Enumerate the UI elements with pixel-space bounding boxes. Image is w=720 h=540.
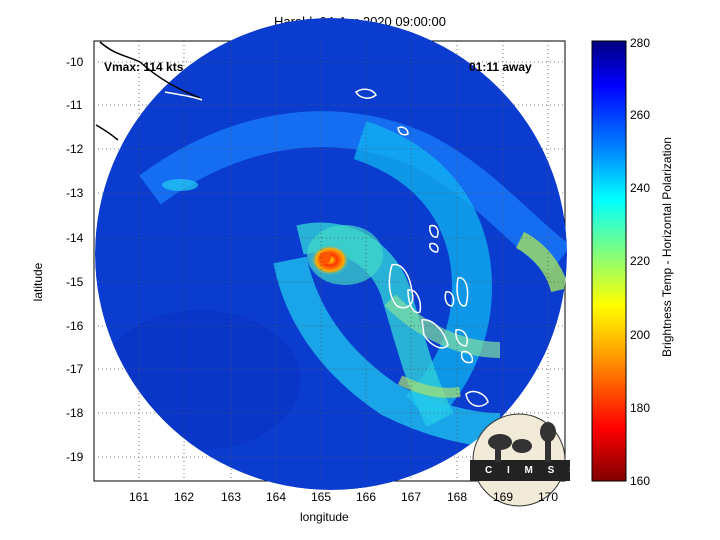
time-away-annotation: 01:11 away xyxy=(469,60,532,74)
x-axis-label: longitude xyxy=(300,510,349,524)
x-tick-label: 166 xyxy=(355,490,377,504)
x-tick-label: 163 xyxy=(220,490,242,504)
y-tick-label: -17 xyxy=(66,362,84,376)
colorbar-tick-label: 220 xyxy=(630,254,651,268)
gridlines xyxy=(94,41,565,481)
coastlines xyxy=(95,41,489,407)
y-tick-label: -16 xyxy=(66,319,84,333)
colorbar xyxy=(591,40,627,482)
x-tick-label: 165 xyxy=(310,490,332,504)
y-tick-label: -19 xyxy=(66,450,84,464)
colorbar-tick-label: 280 xyxy=(630,36,651,50)
y-axis-label: latitude xyxy=(31,262,45,302)
y-tick-label: -12 xyxy=(66,142,84,156)
logo-text: C I M S S xyxy=(485,465,582,476)
vmax-annotation: Vmax: 114 kts xyxy=(104,60,184,74)
x-tick-label: 169 xyxy=(492,490,514,504)
x-tick-label: 170 xyxy=(537,490,559,504)
brightness-temperature-swath xyxy=(95,18,567,490)
colorbar-tick-label: 260 xyxy=(630,108,651,122)
x-tick-label: 168 xyxy=(446,490,468,504)
colorbar-tick-label: 160 xyxy=(630,474,651,488)
y-tick-label: -11 xyxy=(66,98,83,112)
x-tick-label: 162 xyxy=(173,490,195,504)
y-tick-label: -14 xyxy=(66,231,84,245)
x-tick-label: 161 xyxy=(128,490,150,504)
colorbar-label: Brightness Temp - Horizontal Polarizatio… xyxy=(660,137,674,357)
colorbar-tick-label: 180 xyxy=(630,401,651,415)
cimss-logo xyxy=(470,413,570,507)
colorbar-tick-label: 240 xyxy=(630,181,651,195)
colorbar-tick-label: 200 xyxy=(630,328,651,342)
x-tick-label: 167 xyxy=(400,490,422,504)
y-tick-label: -15 xyxy=(66,275,84,289)
y-tick-label: -10 xyxy=(66,55,84,69)
x-tick-label: 164 xyxy=(265,490,287,504)
y-tick-label: -18 xyxy=(66,406,84,420)
y-tick-label: -13 xyxy=(66,186,84,200)
